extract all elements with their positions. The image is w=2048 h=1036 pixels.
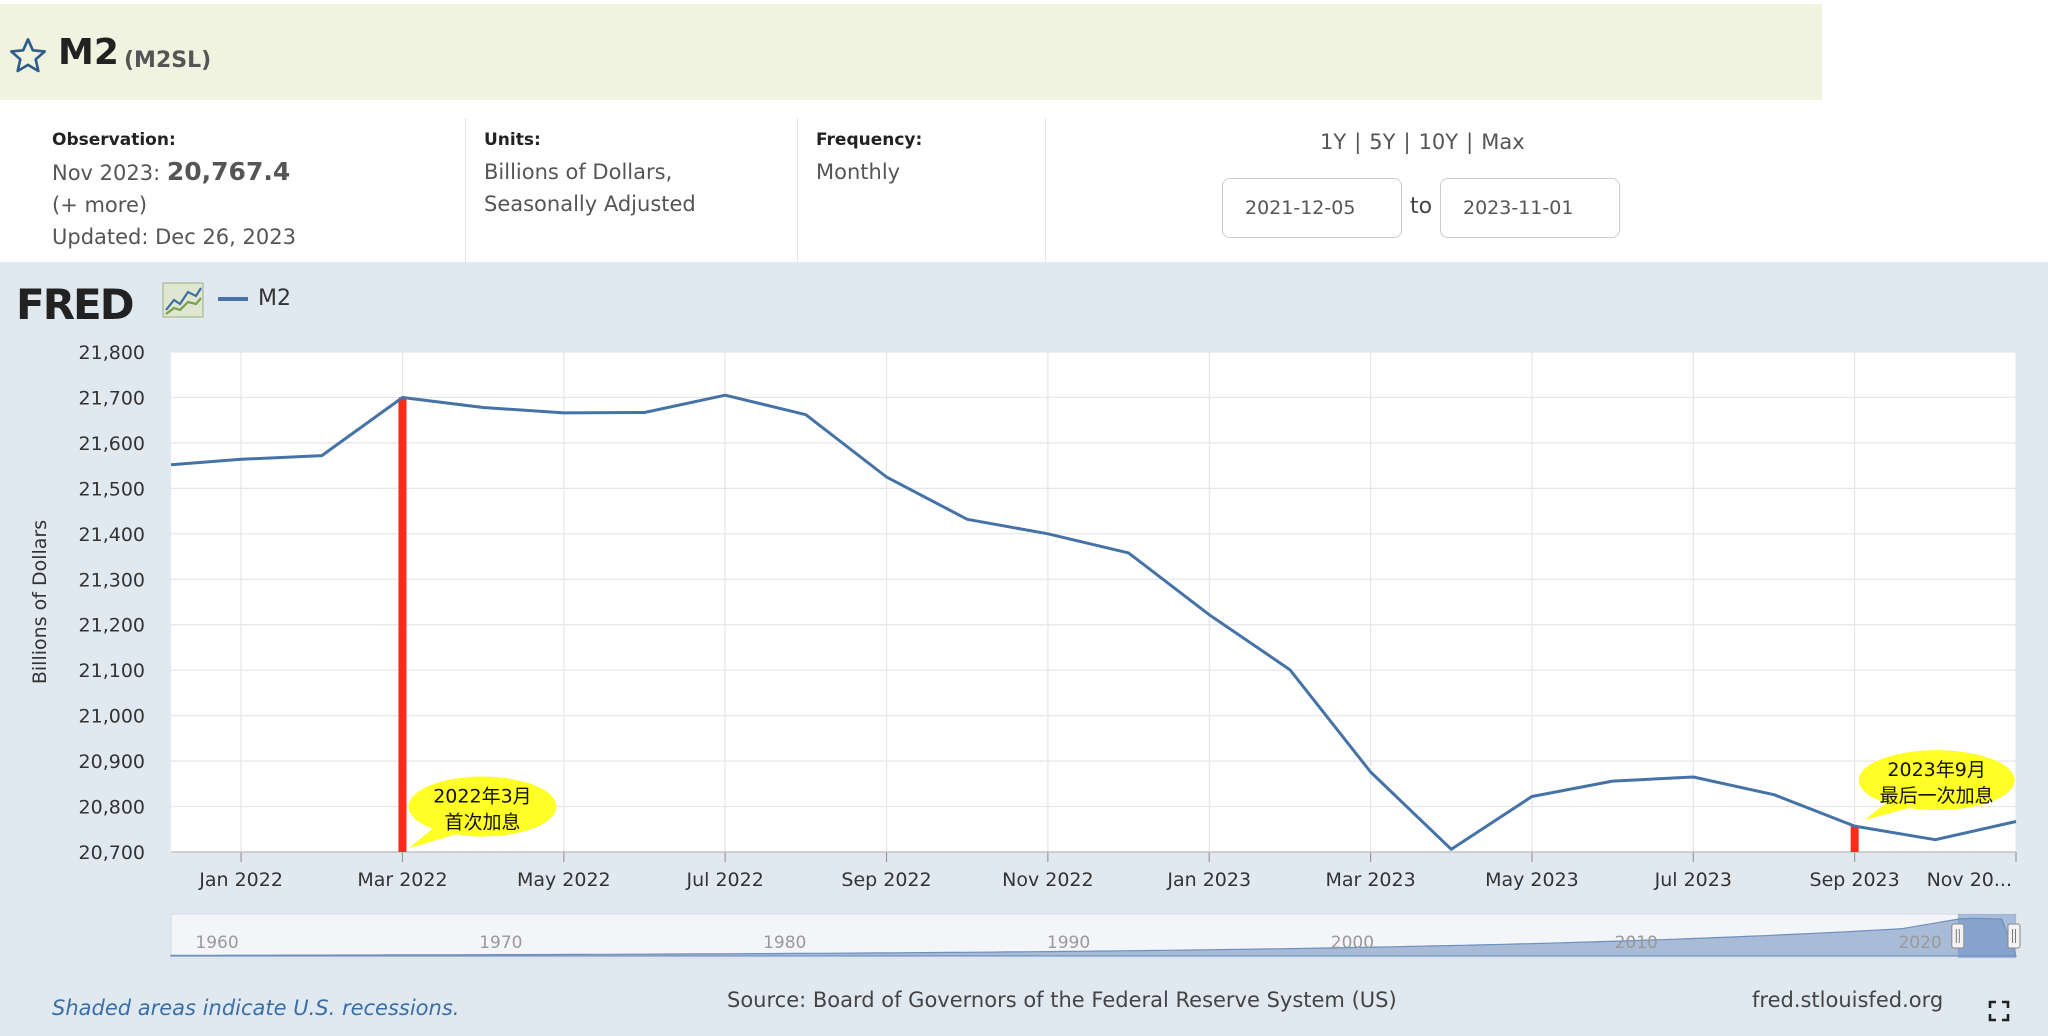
last-hike-marker [1850, 826, 1859, 852]
range-separator: | [1403, 130, 1411, 154]
end-date-input[interactable] [1440, 178, 1620, 238]
navigator-year-label: 2000 [1331, 933, 1374, 953]
legend-swatch [218, 297, 248, 301]
callout-line-1: 2023年9月 [1887, 759, 1985, 781]
range-separator: | [1466, 130, 1474, 154]
callout-line-1: 2022年3月 [433, 786, 531, 808]
x-tick-label: Sep 2022 [841, 869, 931, 891]
range-1y-link[interactable]: 1Y [1320, 130, 1347, 154]
m2-series-line [170, 393, 2017, 851]
range-separator: | [1354, 130, 1362, 154]
y-tick-label: 21,200 [79, 615, 145, 637]
x-tick-label: Sep 2023 [1810, 869, 1900, 891]
y-tick-label: 20,900 [79, 751, 145, 773]
star-icon[interactable] [8, 36, 48, 76]
range-max-link[interactable]: Max [1481, 130, 1525, 154]
x-tick-label: Jan 2022 [198, 869, 283, 891]
x-tick-label: Nov 20... [1927, 869, 2012, 891]
y-tick-label: 21,300 [79, 569, 145, 591]
chart-legend[interactable]: M2 [218, 286, 291, 311]
title-bar: M2 (M2SL) [0, 4, 1822, 100]
fred-chart-logo-icon [162, 282, 204, 318]
plot-background [171, 352, 2016, 852]
observation-value: 20,767.4 [166, 157, 291, 186]
x-tick-label: Jul 2023 [1654, 869, 1732, 891]
series-id: (M2SL) [124, 48, 212, 73]
observation-period: Nov 2023: [52, 161, 161, 185]
navigator-year-label: 1960 [195, 933, 238, 953]
units-line-2: Seasonally Adjusted [484, 192, 696, 216]
y-tick-label: 20,700 [79, 842, 145, 864]
navigator-selection [1957, 914, 2016, 958]
frequency-value: Monthly [816, 160, 901, 184]
y-tick-label: 21,100 [79, 660, 145, 682]
y-tick-label: 21,500 [79, 478, 145, 500]
y-axis-label: Billions of Dollars [29, 520, 51, 684]
fred-url-link[interactable]: fred.stlouisfed.org [1752, 988, 1944, 1012]
navigator-year-label: 1990 [1047, 933, 1090, 953]
navigator-year-label: 1980 [763, 933, 806, 953]
navigator-year-label: 2010 [1615, 933, 1658, 953]
x-tick-label: May 2023 [1485, 869, 1579, 891]
observation-line: Nov 2023: 20,767.4 [52, 156, 465, 189]
x-tick-label: Mar 2023 [1325, 869, 1415, 891]
frequency-label: Frequency: [816, 130, 923, 150]
x-tick-label: May 2022 [517, 869, 611, 891]
m2-line-chart[interactable]: 21,800 21,700 21,600 21,500 21,400 21,300 21,2… [0, 262, 2048, 982]
start-date-input[interactable] [1222, 178, 1402, 238]
observation-label: Observation: [52, 130, 176, 150]
callout-bubble [1858, 750, 2015, 811]
navigator-left-handle[interactable] [1951, 923, 1965, 949]
callout-line-2: 首次加息 [444, 812, 520, 834]
frequency-column: Frequency: Monthly [816, 118, 1046, 262]
range-5y-link[interactable]: 5Y [1369, 130, 1396, 154]
info-row: Observation: Nov 2023: 20,767.4 (+ more)… [0, 108, 2048, 262]
y-tick-label: 21,400 [79, 524, 145, 546]
updated-date: Updated: Dec 26, 2023 [52, 225, 296, 249]
legend-label: M2 [258, 286, 291, 311]
range-10y-link[interactable]: 10Y [1418, 130, 1459, 154]
fred-logo[interactable]: FRED [16, 280, 135, 329]
range-links: 1Y | 5Y | 10Y | Max [1320, 130, 1525, 154]
date-to-label: to [1410, 194, 1433, 219]
y-tick-label: 21,000 [79, 706, 145, 728]
x-tick-label: Jan 2023 [1166, 869, 1251, 891]
navigator-series-area [170, 917, 2017, 957]
y-tick-label: 21,700 [79, 387, 145, 409]
navigator-year-label: 2020 [1898, 933, 1941, 953]
observation-column: Observation: Nov 2023: 20,767.4 (+ more)… [52, 118, 466, 262]
navigator-right-handle[interactable] [2007, 923, 2021, 949]
fullscreen-icon[interactable] [1988, 1000, 2010, 1022]
units-column: Units: Billions of Dollars, Seasonally A… [484, 118, 798, 262]
x-tick-label: Nov 2022 [1002, 869, 1093, 891]
callout-line-2: 最后一次加息 [1880, 785, 1994, 807]
first-hike-marker [398, 397, 407, 852]
x-tick-label: Jul 2022 [685, 869, 763, 891]
source-text: Source: Board of Governors of the Federa… [727, 988, 1397, 1012]
y-tick-label: 21,800 [79, 342, 145, 364]
recession-note: Shaded areas indicate U.S. recessions. [52, 996, 460, 1020]
units-line-1: Billions of Dollars, [484, 160, 673, 184]
x-tick-label: Mar 2022 [357, 869, 447, 891]
navigator-year-label: 1970 [479, 933, 522, 953]
callout-bubble [408, 776, 557, 837]
y-tick-label: 20,800 [79, 797, 145, 819]
y-tick-label: 21,600 [79, 433, 145, 455]
more-link[interactable]: (+ more) [52, 193, 148, 217]
units-label: Units: [484, 130, 541, 150]
series-title: M2 [58, 32, 119, 73]
